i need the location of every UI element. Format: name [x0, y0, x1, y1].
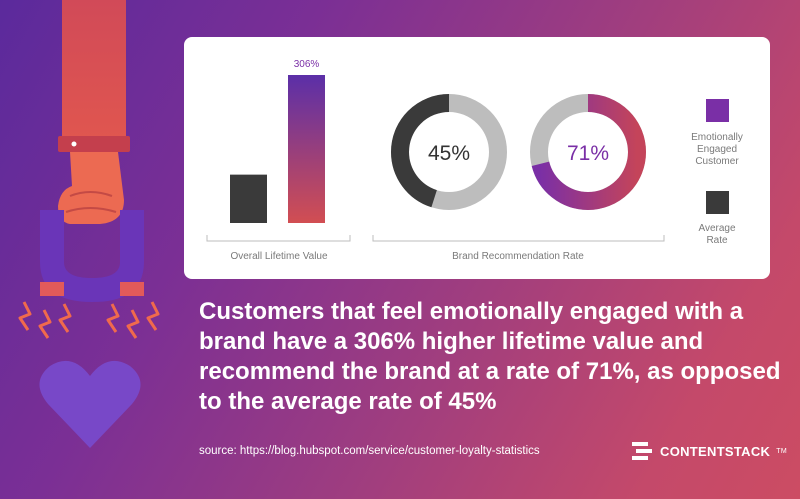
charts-svg: 306% Overall Lifetime Value Brand Recomm… — [206, 59, 743, 262]
donut-label-1: 71% — [567, 142, 609, 165]
recommend-axis-label: Brand Recommendation Rate — [452, 251, 584, 262]
brand-name: CONTENTSTACK — [660, 443, 771, 459]
source-text: source: https://blog.hubspot.com/service… — [199, 445, 540, 457]
headline-text: Customers that feel emotionally engaged … — [199, 298, 781, 415]
magnet-icon — [40, 210, 144, 302]
legend-average-swatch — [706, 191, 729, 214]
spark-icon — [18, 301, 160, 339]
bar-average — [230, 174, 267, 223]
donut-slice-0 — [391, 94, 507, 210]
hand-shape — [58, 152, 124, 224]
legend-engaged-label: Emotionally Engaged Customer — [691, 132, 743, 167]
sleeve-shape — [62, 0, 126, 140]
chart-card: 306% Overall Lifetime Value Brand Recomm… — [184, 37, 770, 279]
bar-engaged — [288, 75, 325, 223]
magnet-illustration — [18, 0, 160, 448]
cuff-shape — [58, 136, 130, 152]
contentstack-logo-icon — [632, 442, 652, 460]
recommend-axis-bracket — [372, 235, 665, 242]
legend-average-label: Average Rate — [698, 223, 736, 246]
lifetime-axis-bracket — [206, 235, 351, 242]
legend-engaged-swatch — [706, 99, 729, 122]
lifetime-axis-label: Overall Lifetime Value — [230, 251, 328, 262]
brand-tm: TM — [776, 447, 787, 455]
donut-group: 45% 71% — [391, 94, 646, 210]
brand-logo: CONTENTSTACK TM — [632, 442, 787, 460]
donut-label-0: 45% — [428, 142, 470, 165]
bar-engaged-label: 306% — [294, 59, 320, 70]
heart-icon — [39, 360, 141, 448]
donut-slice-1 — [530, 94, 646, 210]
cuff-button — [71, 141, 77, 147]
